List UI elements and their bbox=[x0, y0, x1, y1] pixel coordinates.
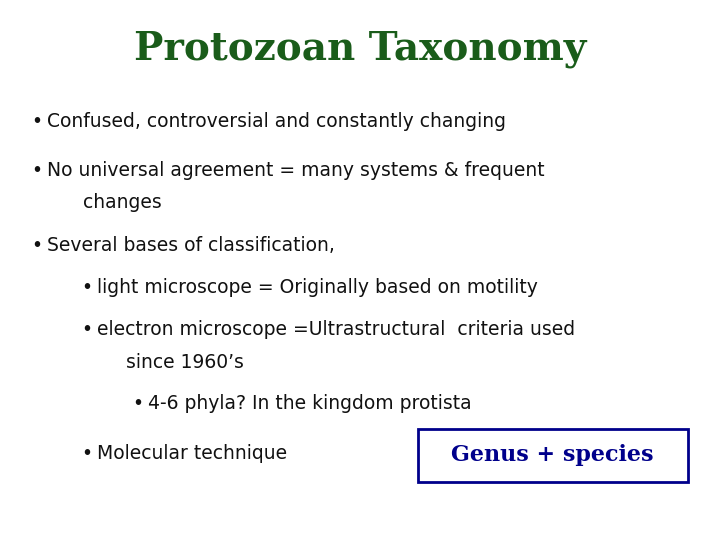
Text: •: • bbox=[31, 236, 42, 255]
Text: •: • bbox=[81, 320, 92, 339]
Text: Protozoan Taxonomy: Protozoan Taxonomy bbox=[134, 30, 586, 68]
Text: •: • bbox=[132, 394, 143, 414]
FancyBboxPatch shape bbox=[418, 429, 688, 482]
Text: Molecular technique: Molecular technique bbox=[97, 444, 287, 463]
Text: changes: changes bbox=[83, 193, 161, 212]
Text: Several bases of classification,: Several bases of classification, bbox=[47, 236, 335, 255]
Text: Confused, controversial and constantly changing: Confused, controversial and constantly c… bbox=[47, 112, 505, 131]
Text: No universal agreement = many systems & frequent: No universal agreement = many systems & … bbox=[47, 160, 544, 180]
Text: Genus + species: Genus + species bbox=[451, 444, 654, 466]
Text: electron microscope =Ultrastructural  criteria used: electron microscope =Ultrastructural cri… bbox=[97, 320, 575, 339]
Text: •: • bbox=[31, 112, 42, 131]
Text: since 1960’s: since 1960’s bbox=[126, 353, 244, 373]
Text: 4-6 phyla? In the kingdom protista: 4-6 phyla? In the kingdom protista bbox=[148, 394, 471, 414]
Text: •: • bbox=[81, 444, 92, 463]
Text: •: • bbox=[31, 160, 42, 180]
Text: light microscope = Originally based on motility: light microscope = Originally based on m… bbox=[97, 278, 538, 297]
Text: •: • bbox=[81, 278, 92, 297]
